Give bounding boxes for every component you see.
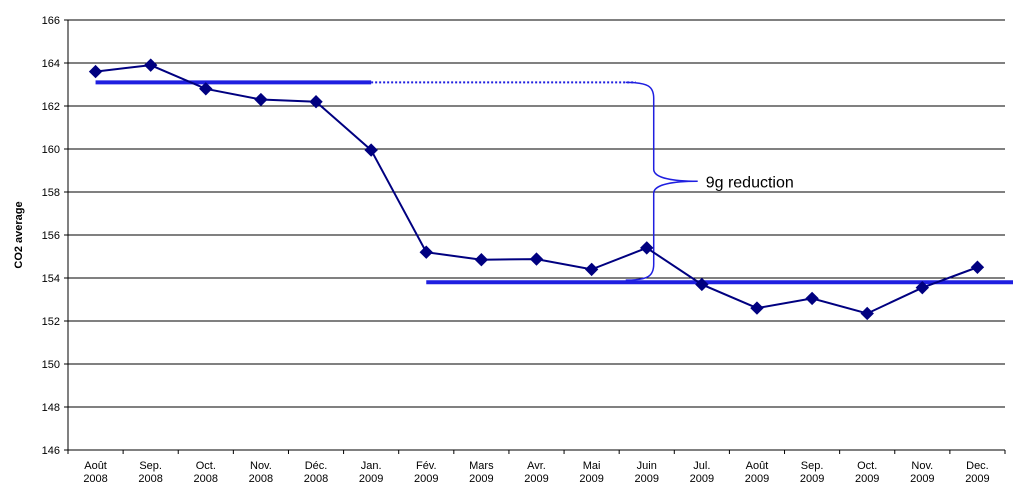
data-point-marker xyxy=(199,82,213,96)
x-tick-label: Août 2009 xyxy=(745,460,769,485)
gridlines xyxy=(68,19,1005,408)
x-tick-label: Dec. 2009 xyxy=(965,460,989,485)
y-tick-label: 158 xyxy=(42,187,60,199)
data-point-marker xyxy=(640,241,654,255)
axes xyxy=(64,19,1006,454)
data-point-marker xyxy=(805,291,819,306)
x-tick-label: Mars 2009 xyxy=(469,460,494,485)
y-tick-label: 152 xyxy=(42,316,60,328)
y-tick-label: 160 xyxy=(42,144,60,156)
x-tick-label: Oct. 2009 xyxy=(855,460,879,485)
x-tick-label: Juin 2009 xyxy=(634,460,658,485)
y-tick-label: 146 xyxy=(42,445,60,457)
series-line xyxy=(95,64,978,315)
x-tick-label: Sep. 2008 xyxy=(138,460,162,485)
y-tick-label: 150 xyxy=(42,359,60,371)
y-tick-label: 162 xyxy=(42,101,60,113)
y-axis-label: CO2 average xyxy=(13,201,25,268)
data-point-marker xyxy=(750,301,764,315)
x-tick-label: Oct. 2008 xyxy=(194,460,218,485)
x-tick-label: Nov. 2008 xyxy=(249,460,273,485)
series xyxy=(88,58,985,321)
labels: 146 148 150 152 154 156 158 160 162 164 166 Août 200… xyxy=(13,15,990,485)
y-tick-label: 154 xyxy=(42,273,60,285)
data-point-marker xyxy=(584,262,599,277)
x-tick-label: Août 2008 xyxy=(83,460,107,485)
data-point-marker xyxy=(529,252,544,266)
y-tick-label: 156 xyxy=(42,230,60,242)
x-tick-label: Nov. 2009 xyxy=(910,460,934,485)
x-tick-label: Fév. 2009 xyxy=(414,460,438,485)
data-point-marker xyxy=(419,245,433,259)
data-point-marker xyxy=(970,260,985,274)
data-point-marker xyxy=(143,58,158,72)
reference-lines xyxy=(95,80,1013,285)
x-tick-label: Déc. 2008 xyxy=(304,460,328,485)
data-point-marker xyxy=(88,64,103,79)
reduction-annotation-label: 9g reduction xyxy=(706,174,794,191)
x-tick-label: Sep. 2009 xyxy=(800,460,824,485)
y-tick-label: 166 xyxy=(42,15,60,27)
data-point-marker xyxy=(364,143,378,157)
data-point-marker xyxy=(309,94,323,109)
data-point-marker xyxy=(695,277,709,292)
data-point-marker xyxy=(915,280,930,295)
x-tick-label: Jul. 2009 xyxy=(690,460,714,485)
data-point-marker xyxy=(474,253,489,267)
x-tick-label: Avr. 2009 xyxy=(524,460,548,485)
data-point-marker xyxy=(860,306,874,321)
x-tick-label: Jan. 2009 xyxy=(359,460,383,485)
y-tick-label: 164 xyxy=(42,58,60,70)
reduction-brace xyxy=(625,81,698,281)
data-point-marker xyxy=(254,92,268,107)
y-tick-label: 148 xyxy=(42,402,60,414)
x-tick-label: Mai 2009 xyxy=(579,460,603,485)
